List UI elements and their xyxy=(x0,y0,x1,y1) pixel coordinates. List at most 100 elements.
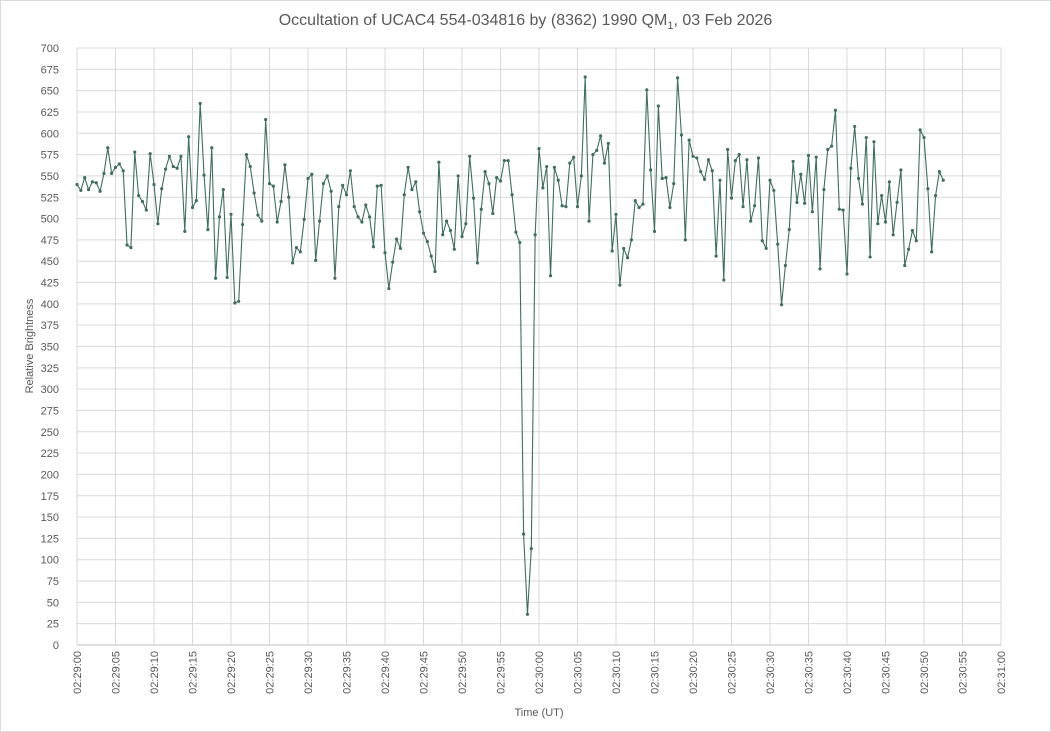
data-point xyxy=(337,205,341,209)
data-point xyxy=(129,245,133,250)
data-point xyxy=(391,260,395,264)
data-point xyxy=(637,205,641,210)
y-tick-label: 275 xyxy=(41,405,59,417)
chart-title-subscript: 1 xyxy=(667,20,674,33)
data-point xyxy=(629,238,634,242)
data-point xyxy=(880,193,884,198)
data-point xyxy=(175,166,179,170)
data-point xyxy=(398,246,402,251)
data-point xyxy=(772,188,776,193)
x-tick-label: 02:30:45 xyxy=(881,651,893,694)
data-point xyxy=(325,174,329,178)
data-point xyxy=(441,233,445,237)
x-tick-label: 02:30:55 xyxy=(958,651,970,694)
data-point xyxy=(552,165,557,169)
data-point xyxy=(198,101,202,106)
data-point xyxy=(163,167,168,171)
data-point xyxy=(907,247,911,251)
data-point xyxy=(83,176,87,180)
data-point xyxy=(86,187,91,192)
x-tick-label: 02:30:25 xyxy=(727,651,739,694)
data-point xyxy=(610,249,614,253)
data-point xyxy=(267,182,272,186)
data-point xyxy=(591,153,595,157)
data-point xyxy=(214,276,218,280)
data-point xyxy=(760,239,764,243)
data-point xyxy=(137,193,141,198)
data-point xyxy=(683,238,687,242)
data-point xyxy=(414,180,418,184)
data-point xyxy=(664,176,668,180)
x-tick-label: 02:29:10 xyxy=(149,651,161,694)
data-point xyxy=(733,158,737,163)
data-point xyxy=(764,246,768,251)
data-point xyxy=(864,135,868,140)
data-point xyxy=(298,250,302,254)
data-point xyxy=(525,612,530,616)
data-point xyxy=(133,150,137,154)
y-tick-label: 175 xyxy=(41,491,59,503)
x-tick-label: 02:29:50 xyxy=(457,651,469,694)
data-point xyxy=(814,155,818,159)
x-tick-label: 02:29:15 xyxy=(188,651,200,694)
data-point xyxy=(722,278,726,282)
data-point xyxy=(464,222,468,226)
data-point xyxy=(495,176,499,180)
data-point xyxy=(283,163,287,167)
data-point xyxy=(668,205,672,210)
data-point xyxy=(117,162,121,166)
data-point xyxy=(194,199,198,203)
x-tick-label: 02:29:40 xyxy=(380,651,392,694)
data-point xyxy=(94,181,98,185)
y-tick-label: 475 xyxy=(41,235,59,247)
data-point xyxy=(779,303,784,307)
data-point xyxy=(452,247,456,251)
data-point xyxy=(321,182,325,186)
data-point xyxy=(368,215,372,219)
data-point xyxy=(110,171,114,175)
data-point xyxy=(903,263,907,268)
data-point xyxy=(306,176,310,181)
data-point xyxy=(375,184,379,188)
y-tick-label: 575 xyxy=(41,150,59,162)
x-tick-label: 02:30:40 xyxy=(842,651,854,694)
data-point xyxy=(502,158,506,163)
data-point xyxy=(522,532,526,536)
data-point xyxy=(845,272,849,276)
y-tick-label: 0 xyxy=(53,640,59,652)
data-point xyxy=(726,147,730,152)
data-point xyxy=(341,183,345,187)
data-point xyxy=(652,229,657,233)
data-point xyxy=(410,187,414,192)
data-point xyxy=(776,242,780,246)
data-point xyxy=(229,212,233,216)
x-tick-label: 02:29:55 xyxy=(496,651,508,694)
data-point xyxy=(275,220,279,224)
data-point xyxy=(233,301,237,305)
data-point xyxy=(537,147,541,151)
data-point xyxy=(79,188,83,193)
chart-title: Occultation of UCAC4 554-034816 by (8362… xyxy=(0,12,1051,32)
data-point xyxy=(868,255,872,259)
y-tick-label: 125 xyxy=(41,533,59,545)
data-point xyxy=(314,258,318,262)
data-point xyxy=(425,240,429,244)
data-point xyxy=(691,154,695,158)
data-point xyxy=(579,174,583,178)
data-point xyxy=(210,146,214,150)
data-point xyxy=(383,251,387,255)
data-point xyxy=(406,165,410,169)
data-point xyxy=(433,269,437,274)
y-tick-label: 225 xyxy=(41,448,59,460)
data-point xyxy=(333,276,337,280)
y-tick-label: 500 xyxy=(41,214,59,226)
data-point xyxy=(599,134,603,138)
y-tick-label: 75 xyxy=(47,576,59,588)
data-point xyxy=(206,228,210,232)
data-point xyxy=(899,168,903,172)
data-point xyxy=(468,154,472,158)
x-tick-label: 02:30:10 xyxy=(611,651,623,694)
data-point xyxy=(171,164,175,169)
data-point xyxy=(941,178,945,182)
